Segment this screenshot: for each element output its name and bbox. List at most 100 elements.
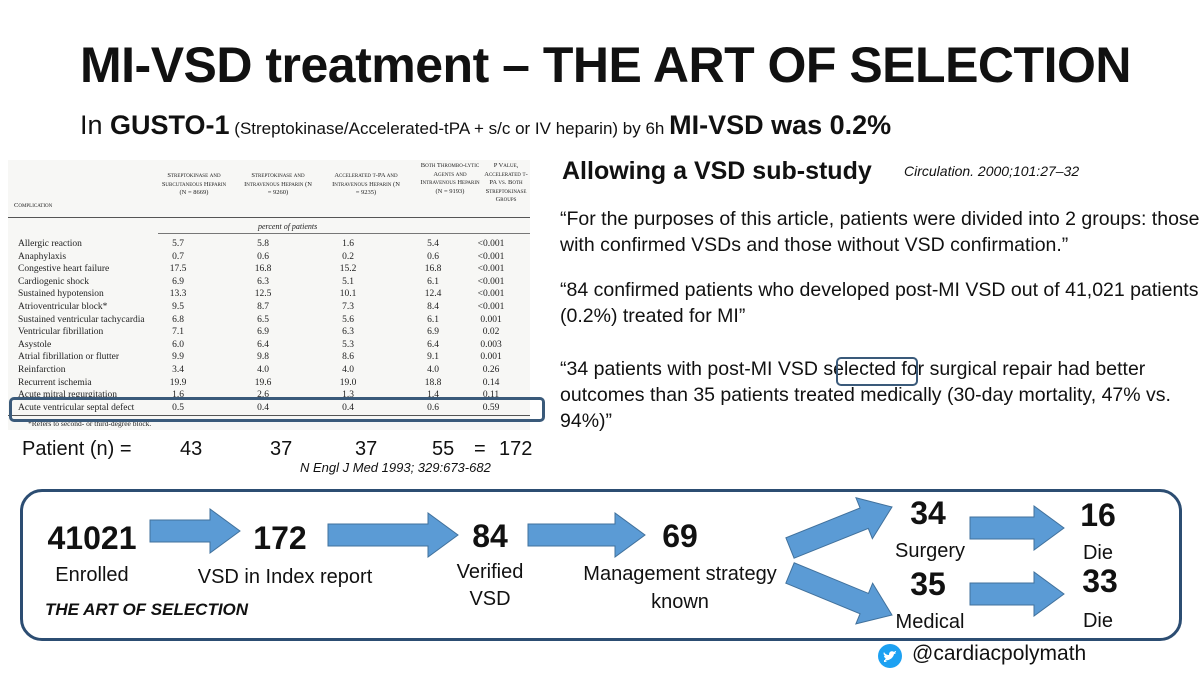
percent-cell: 1.4 [427, 390, 439, 401]
twitter-handle[interactable]: @cardiacpolymath [912, 642, 1087, 665]
percent-cell: 5.4 [427, 239, 439, 249]
table-row: Atrial fibrillation or flutter 9.9 9.8 8.6 9… [8, 352, 530, 364]
percent-cell: 16.8 [424, 264, 442, 275]
art-of-selection-tagline: THE ART OF SELECTION [45, 600, 249, 619]
percent-cell: 5.7 [172, 239, 184, 249]
table-row: Recurrent ischemia 19.9 19.6 19.0 18.8 0.14 [8, 378, 530, 390]
verified-count: 84 [472, 518, 508, 554]
arrow-verified-to-known [527, 512, 646, 558]
percent-cell: 5.3 [342, 339, 354, 350]
percent-cell: 0.5 [172, 402, 184, 413]
percent-cell: 12.4 [424, 289, 442, 300]
header-col3: Accelerated t-PA and Intravenous Heparin… [332, 172, 400, 196]
percent-cell: 0.4 [342, 402, 354, 413]
surgery-die-count: 16 [1080, 497, 1116, 533]
percent-cell: 13.3 [169, 289, 187, 300]
table-row: Anaphylaxis 0.7 0.6 0.2 0.6 <0.001 [8, 252, 530, 264]
complication-name: Atrial fibrillation or flutter [18, 352, 120, 363]
subtitle-detail: (Streptokinase/Accelerated-tPA + s/c or … [229, 119, 670, 138]
selection-flow-box [20, 489, 1182, 641]
patient-count-label: Patient (n) = [22, 438, 132, 460]
p-value-cell: <0.001 [477, 264, 505, 275]
table-row: Acute ventricular septal defect 0.5 0.4 0.4… [8, 403, 530, 415]
unit-label: percent of patients [258, 222, 318, 231]
p-value-cell: 0.001 [480, 314, 502, 325]
arrow-index-to-verified [327, 512, 459, 558]
percent-cell: 9.1 [427, 352, 439, 363]
percent-cell: 3.4 [172, 365, 184, 375]
percent-cell: 6.3 [342, 327, 354, 338]
table-row: Asystole 6.0 6.4 5.3 6.4 0.003 [8, 340, 530, 352]
header-complication: Complication [14, 202, 53, 209]
percent-cell: 5.6 [342, 314, 354, 325]
complication-name: Reinfarction [18, 365, 66, 375]
table-row: Acute mitral regurgitation 1.6 2.6 1.3 1.4 0.… [8, 390, 530, 402]
p-value-cell: 0.02 [482, 327, 500, 338]
medical-count: 35 [910, 566, 946, 602]
p-value-cell: 0.59 [482, 402, 500, 413]
table-row: Ventricular fibrillation 7.1 6.9 6.3 6.9 0.02 [8, 327, 530, 339]
complication-name: Atrioventricular block* [18, 302, 108, 312]
arrow-known-to-medical [785, 562, 893, 625]
percent-cell: 6.9 [427, 327, 439, 338]
p-value-cell: 0.001 [480, 352, 502, 363]
percent-cell: 6.1 [427, 276, 439, 287]
percent-cell: 10.1 [339, 289, 357, 300]
percent-cell: 0.6 [427, 402, 439, 413]
percent-cell: 4.0 [342, 365, 354, 375]
percent-cell: 5.8 [257, 239, 269, 249]
complication-name: Congestive heart failure [18, 264, 110, 275]
slide-title: MI-VSD treatment – THE ART OF SELECTION [80, 37, 1131, 93]
percent-cell: 4.0 [257, 365, 269, 375]
table-row: Reinfarction 3.4 4.0 4.0 4.0 0.26 [8, 365, 530, 377]
verified-label-1: Verified [456, 561, 524, 583]
quote-groups: “For the purposes of this article, patie… [560, 208, 1200, 256]
p-value-cell: <0.001 [477, 239, 505, 249]
percent-cell: 19.0 [339, 377, 357, 388]
percent-cell: 12.5 [254, 289, 272, 300]
p-value-cell: <0.001 [477, 289, 505, 300]
table-row: Cardiogenic shock 6.9 6.3 5.1 6.1 <0.001 [8, 277, 530, 289]
percent-cell: 17.5 [169, 264, 187, 275]
quote-confirmed: “84 confirmed patients who developed pos… [560, 279, 1199, 327]
complication-name: Sustained ventricular tachycardia [18, 314, 145, 325]
subtitle-trial: GUSTO-1 [110, 110, 230, 140]
p-value-cell: <0.001 [477, 251, 505, 262]
header-col4: Both Thrombo-lytic Agents and Intravenou… [420, 162, 480, 195]
nejm-reference: N Engl J Med 1993; 329:673-682 [300, 460, 491, 475]
arrow-surgery-to-die [969, 505, 1065, 551]
complication-name: Acute mitral regurgitation [18, 390, 118, 401]
arrow-enrolled-to-index [149, 508, 241, 554]
percent-cell: 9.8 [257, 352, 269, 363]
known-count: 69 [662, 518, 698, 554]
percent-cell: 6.0 [172, 339, 184, 350]
complication-name: Recurrent ischemia [18, 377, 92, 388]
percent-cell: 19.6 [254, 377, 272, 388]
header-rule [8, 217, 530, 218]
complication-name: Ventricular fibrillation [18, 327, 104, 338]
table-row: Allergic reaction 5.7 5.8 1.6 5.4 <0.001 [8, 239, 530, 251]
percent-cell: 1.3 [342, 390, 354, 401]
percent-cell: 19.9 [169, 377, 187, 388]
header-col5: P Value, Accelerated t-PA vs. Both Strep… [484, 162, 528, 203]
quote3-end: for surgical repair had better outcomes … [560, 358, 1171, 432]
unit-rule [158, 233, 530, 234]
index-count: 172 [253, 520, 307, 556]
subtitle-result: MI-VSD was 0.2% [669, 110, 892, 140]
percent-cell: 6.9 [257, 327, 269, 338]
percent-cell: 0.6 [257, 251, 269, 262]
header-col2: Streptokinase and Intravenous Heparin (N… [244, 172, 312, 196]
patient-count-1: 43 [180, 438, 203, 460]
percent-cell: 0.2 [342, 251, 354, 262]
enrolled-count: 41021 [47, 520, 137, 556]
surgery-count: 34 [910, 495, 946, 531]
percent-cell: 15.2 [339, 264, 357, 275]
twitter-icon [878, 644, 902, 668]
patient-count-total: 172 [499, 438, 533, 460]
quote3-start: “34 patients with post-MI VSD [560, 358, 824, 380]
percent-cell: 6.4 [427, 339, 439, 350]
quote3-selected-word: selected [823, 358, 896, 380]
complication-table: Complication Streptokinase and Subcutane… [8, 160, 530, 430]
percent-cell: 2.6 [257, 390, 269, 401]
